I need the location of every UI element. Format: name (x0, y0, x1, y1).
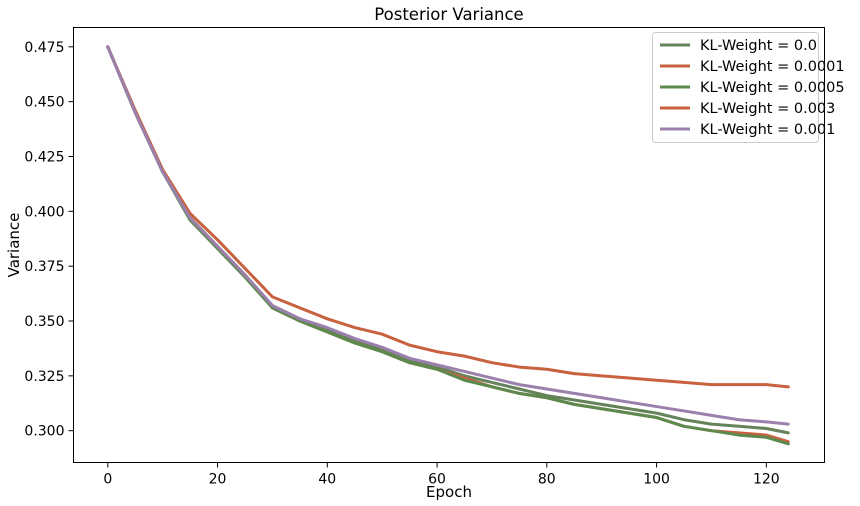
x-axis: 0 20 40 60 80 100 120 (103, 462, 780, 488)
x-tick-label: 80 (538, 472, 556, 488)
legend-label-1: KL-Weight = 0.0 (700, 38, 817, 54)
series-line-5 (106, 45, 790, 426)
series-layer (106, 45, 790, 446)
y-tick-label: 0.425 (24, 149, 64, 165)
series-line-4 (106, 45, 790, 389)
x-tick-label: 20 (209, 472, 227, 488)
legend-label-3: KL-Weight = 0.0005 (700, 80, 845, 96)
plot-area (73, 27, 825, 463)
x-tick-label: 0 (103, 472, 112, 488)
y-tick-label: 0.300 (24, 424, 64, 440)
plot-frame (73, 27, 825, 463)
legend-box (652, 32, 819, 143)
y-tick-label: 0.350 (24, 314, 64, 330)
y-axis-title: Variance (5, 213, 23, 278)
x-tick-label: 120 (753, 472, 780, 488)
x-tick-label: 60 (428, 472, 446, 488)
chart-title: Posterior Variance (374, 5, 523, 24)
legend-label-5: KL-Weight = 0.001 (700, 122, 835, 138)
y-tick-label: 0.450 (24, 95, 64, 111)
y-axis: 0.300 0.325 0.350 0.375 0.400 0.425 0.450 0.475 (24, 40, 74, 440)
series-line-3 (106, 45, 790, 446)
x-tick-label: 100 (643, 472, 670, 488)
x-tick-label: 40 (318, 472, 336, 488)
legend: KL-Weight = 0.0 KL-Weight = 0.0001 KL-Weig… (652, 32, 845, 143)
legend-label-2: KL-Weight = 0.0001 (700, 59, 845, 75)
x-axis-title: Epoch (426, 483, 472, 501)
y-tick-label: 0.475 (24, 40, 64, 56)
y-tick-label: 0.325 (24, 369, 64, 385)
legend-label-4: KL-Weight = 0.003 (700, 101, 835, 117)
y-tick-label: 0.400 (24, 204, 64, 220)
y-tick-label: 0.375 (24, 259, 64, 275)
